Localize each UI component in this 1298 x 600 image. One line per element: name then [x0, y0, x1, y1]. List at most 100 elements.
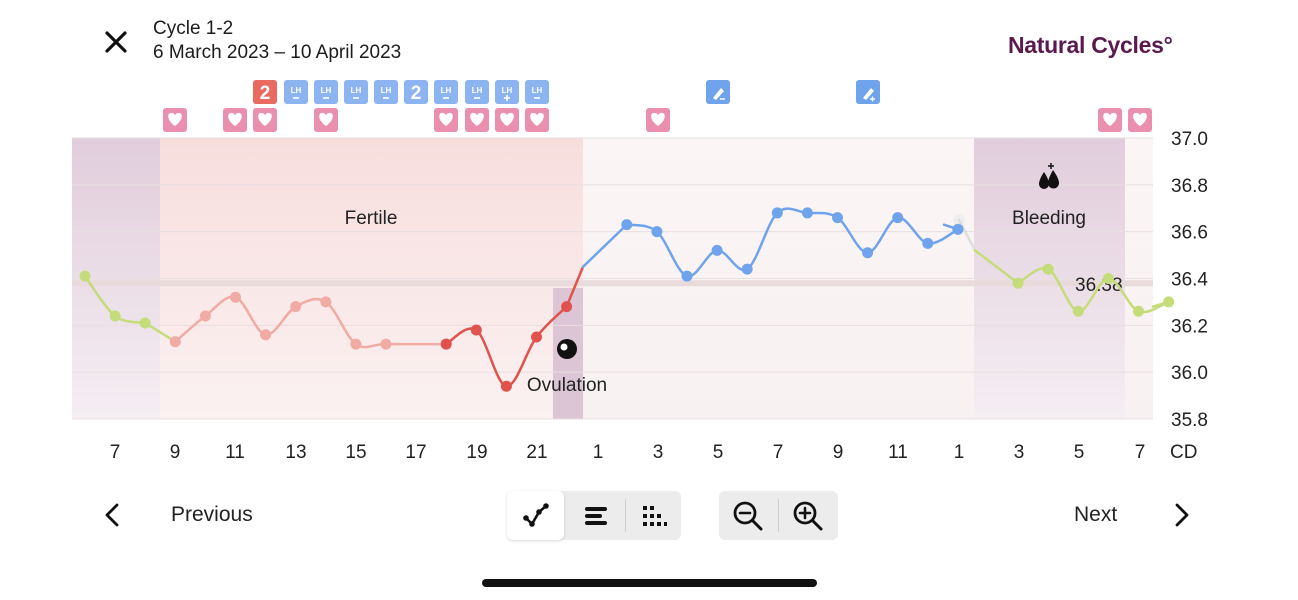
data-point [832, 212, 843, 224]
svg-text:2: 2 [411, 83, 422, 104]
dots-view-button[interactable] [625, 491, 682, 540]
data-point [952, 223, 964, 235]
lh-test-icon[interactable]: LH [525, 80, 549, 104]
brand-logo: Natural Cycles° [1008, 32, 1173, 58]
x-tick-label: 7 [110, 442, 121, 463]
list-view-button[interactable] [567, 491, 624, 540]
pencil-icon[interactable] [856, 80, 880, 104]
lh-test-icon[interactable]: LH [314, 80, 338, 104]
data-point [440, 338, 452, 350]
data-point [350, 338, 362, 350]
data-point [1012, 277, 1024, 289]
heart-icon[interactable] [223, 108, 247, 132]
lh-test-icon[interactable]: LH [374, 80, 398, 104]
x-tick-label: 17 [405, 442, 426, 463]
chevron-left-icon[interactable] [100, 500, 124, 530]
svg-text:2: 2 [260, 83, 271, 104]
blood-drops-icon [1039, 163, 1059, 189]
data-point [862, 247, 874, 259]
data-point [922, 237, 934, 249]
zoom-controls [719, 491, 838, 540]
svg-text:LH: LH [351, 86, 362, 95]
series-connector [957, 218, 977, 252]
series-connector [143, 321, 177, 343]
x-tick-label: 3 [1014, 442, 1025, 463]
x-tick-label: 19 [466, 442, 487, 463]
close-icon[interactable] [100, 26, 132, 58]
lh-test-icon[interactable]: LH [344, 80, 368, 104]
x-tick-label: 21 [526, 442, 547, 463]
list-bars-icon [584, 506, 607, 525]
x-tick-label: 9 [170, 442, 181, 463]
ovulation-label: Ovulation [527, 375, 607, 396]
heart-icon[interactable] [434, 108, 458, 132]
lh-test-icon[interactable]: LH [434, 80, 458, 104]
heart-icon[interactable] [253, 108, 277, 132]
cover-line [72, 280, 1153, 287]
data-point [1102, 273, 1114, 284]
x-axis-unit-label: CD [1170, 442, 1197, 463]
zoom-in-button[interactable] [779, 491, 836, 540]
data-point [500, 380, 512, 392]
data-point [380, 338, 392, 350]
series-connector [973, 249, 1020, 285]
data-point [561, 301, 573, 313]
heart-icon[interactable] [465, 108, 489, 132]
data-point [771, 207, 783, 219]
result-count-badge[interactable]: 2 [253, 80, 277, 104]
ovulation-egg-icon [557, 339, 577, 359]
heart-icon[interactable] [1098, 108, 1122, 132]
x-tick-label: 7 [1135, 442, 1146, 463]
y-tick-label: 35.8 [1171, 410, 1208, 431]
bleeding-label: Bleeding [1012, 208, 1086, 229]
data-point [801, 207, 813, 219]
next-button[interactable]: Next [1074, 503, 1118, 526]
data-point [621, 219, 633, 231]
data-point [470, 324, 482, 336]
data-point [109, 310, 121, 322]
data-point [1133, 305, 1144, 317]
lh-test-icon[interactable]: LH [284, 80, 308, 104]
y-tick-label: 36.6 [1171, 223, 1208, 244]
view-toggle [507, 491, 681, 540]
heart-icon[interactable] [1128, 108, 1152, 132]
zoom-out-button[interactable] [719, 491, 776, 540]
x-tick-label: 11 [225, 442, 245, 463]
series-connector [581, 223, 629, 269]
y-tick-label: 37.0 [1171, 129, 1208, 150]
data-point [1042, 263, 1054, 275]
x-tick-label: 11 [888, 442, 908, 463]
x-tick-label: 1 [954, 442, 965, 463]
heart-icon[interactable] [495, 108, 519, 132]
line-graph-icon [522, 502, 549, 527]
data-point [892, 212, 904, 224]
data-point [260, 329, 272, 341]
result-count-badge[interactable]: 2 [404, 80, 428, 104]
heart-icon[interactable] [646, 108, 670, 132]
cycle-date-range: 6 March 2023 – 10 April 2023 [153, 42, 402, 63]
x-tick-label: 9 [833, 442, 844, 463]
lh-test-icon[interactable]: LH [465, 80, 489, 104]
data-point [290, 301, 302, 313]
temperature-chart[interactable]: 37.036.836.636.436.236.035.836.38Fertile… [0, 0, 1298, 480]
lh-test-icon[interactable]: LH [495, 80, 519, 104]
previous-button[interactable]: Previous [171, 503, 253, 526]
pencil-icon[interactable] [706, 80, 730, 104]
svg-text:LH: LH [502, 86, 513, 95]
data-point [320, 296, 332, 308]
data-point [199, 310, 211, 322]
heart-icon[interactable] [314, 108, 338, 132]
data-point [169, 336, 181, 348]
zoom-out-icon [733, 501, 762, 530]
data-point [1163, 296, 1175, 308]
heart-icon[interactable] [163, 108, 187, 132]
line-graph-view-button[interactable] [507, 491, 564, 540]
x-tick-label: 5 [713, 442, 724, 463]
heart-icon[interactable] [525, 108, 549, 132]
chevron-right-icon[interactable] [1170, 500, 1194, 530]
data-point [681, 270, 693, 282]
data-point [1072, 305, 1084, 317]
dots-grid-icon [642, 505, 667, 526]
x-tick-label: 1 [593, 442, 604, 463]
y-tick-label: 36.2 [1171, 316, 1208, 337]
